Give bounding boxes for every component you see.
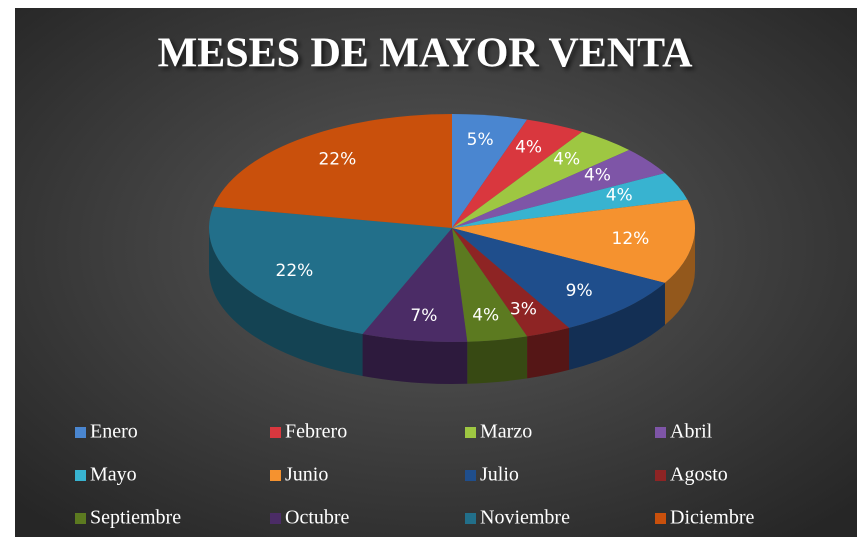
data-label: 22% (318, 149, 356, 169)
legend-swatch (655, 470, 666, 481)
legend-swatch (75, 513, 86, 524)
pie-slice-side (362, 333, 468, 385)
legend-swatch (270, 470, 281, 481)
pie-slice (452, 199, 696, 283)
data-label: 22% (276, 261, 314, 281)
legend-label: Junio (285, 464, 328, 486)
pie-slice (452, 119, 583, 228)
data-label: 7% (410, 306, 437, 326)
legend-label: Abril (670, 421, 713, 443)
pie-slice (452, 228, 570, 337)
legend-swatch (655, 513, 666, 524)
legend-label: Agosto (670, 464, 728, 486)
pie-slice (452, 149, 665, 228)
data-label: 12% (612, 229, 650, 249)
data-label: 4% (606, 185, 633, 205)
legend-label: Mayo (90, 464, 137, 486)
pie-slice-side (467, 336, 528, 384)
data-label: 4% (584, 166, 611, 186)
chart-title: MESES DE MAYOR VENTA (158, 31, 693, 77)
pie-slice (452, 173, 688, 228)
legend-label: Diciembre (670, 507, 755, 529)
pie-slice-side (664, 228, 695, 325)
pie-slice-side (209, 228, 363, 376)
data-label: 3% (510, 300, 537, 320)
pie-slice-side (527, 327, 570, 379)
pie-slice (362, 228, 468, 343)
legend-label: Noviembre (480, 507, 570, 529)
legend-label: Julio (480, 464, 519, 486)
legend-label: Octubre (285, 507, 350, 529)
pie-slice (213, 114, 452, 228)
legend-label: Septiembre (90, 507, 181, 529)
legend-swatch (465, 470, 476, 481)
data-label: 9% (566, 281, 593, 301)
pie-slice (452, 228, 528, 342)
pie-slice (208, 206, 452, 334)
legend-label: Enero (90, 421, 138, 443)
data-label: 4% (472, 305, 499, 325)
legend-swatch (270, 513, 281, 524)
pie-slice (452, 228, 665, 328)
data-label: 5% (467, 130, 494, 150)
pie-slice (452, 131, 630, 228)
legend-swatch (465, 513, 476, 524)
legend-label: Febrero (285, 421, 347, 443)
pie-slice (452, 114, 528, 228)
legend-swatch (75, 470, 86, 481)
legend-swatch (270, 427, 281, 438)
pie-slice-side (569, 282, 665, 370)
legend-swatch (655, 427, 666, 438)
legend-swatch (465, 427, 476, 438)
data-label: 4% (553, 149, 580, 169)
data-label: 4% (515, 138, 542, 158)
legend-label: Marzo (480, 421, 532, 443)
legend-swatch (75, 427, 86, 438)
